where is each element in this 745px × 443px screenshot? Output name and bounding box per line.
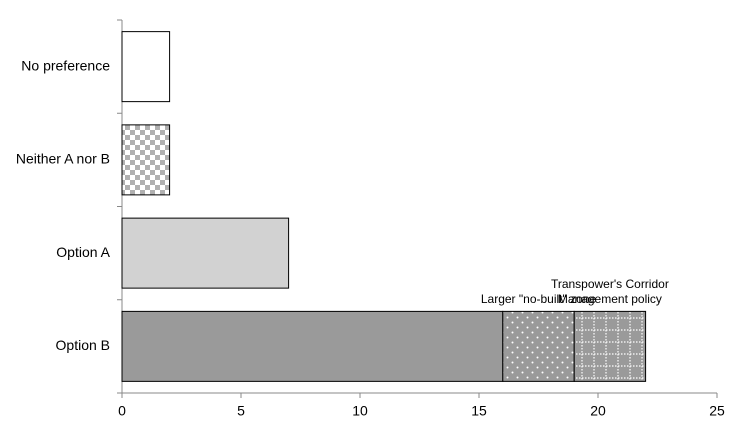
x-tick-label: 0 xyxy=(118,403,126,419)
y-tick-label: Neither A nor B xyxy=(16,151,110,167)
bar-segment xyxy=(121,310,504,382)
bar-segment xyxy=(121,124,171,196)
bar-segment xyxy=(121,31,171,103)
y-tick-label: Option B xyxy=(56,337,110,353)
bar-segment xyxy=(502,310,575,382)
bar-segment xyxy=(573,310,647,382)
x-tick-label: 15 xyxy=(471,403,487,419)
annotation-text: Larger "no-built" zone xyxy=(480,292,597,307)
x-tick-label: 25 xyxy=(709,403,725,419)
segment-annotation: Transpower's Corridor Management policy xyxy=(550,277,669,307)
segment-annotation: Larger "no-built" zone xyxy=(480,292,597,307)
x-tick-label: 20 xyxy=(590,403,606,419)
y-tick-label: No preference xyxy=(21,57,110,73)
y-tick-label: Option A xyxy=(56,244,110,260)
annotation-text: Transpower's Corridor Management policy xyxy=(550,277,669,307)
bar-segment xyxy=(121,217,290,289)
x-tick-label: 10 xyxy=(352,403,368,419)
x-tick-label: 5 xyxy=(237,403,245,419)
